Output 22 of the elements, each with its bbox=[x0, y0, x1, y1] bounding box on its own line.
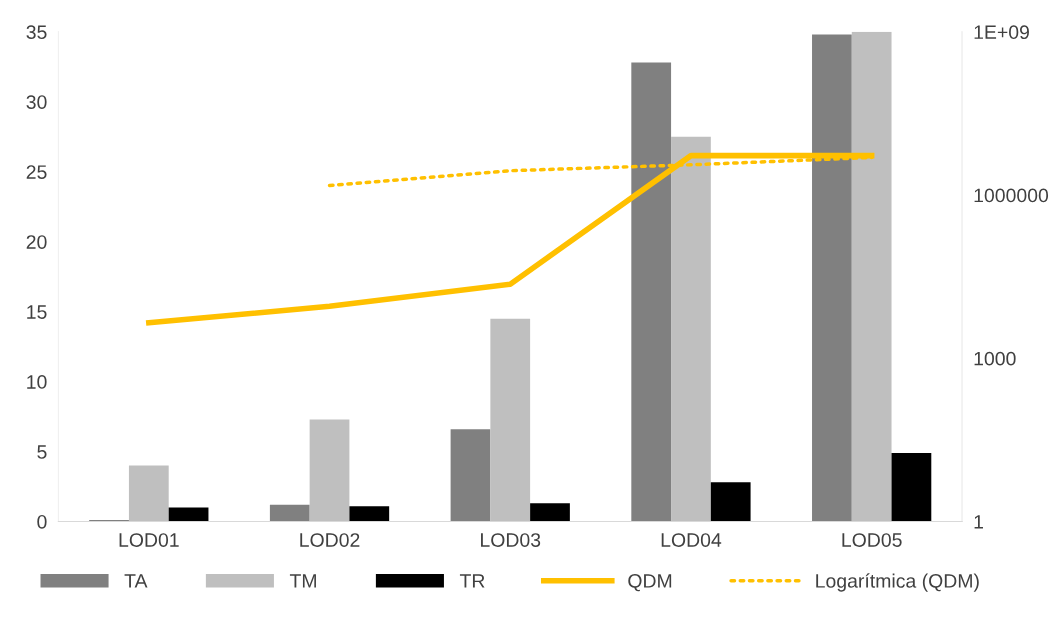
legend-label: Logarítmica (QDM) bbox=[816, 573, 979, 592]
x-tick-label: LOD01 bbox=[119, 533, 179, 547]
y2-tick-label: 1E+09 bbox=[974, 25, 1029, 40]
y-tick-label: 0 bbox=[37, 514, 47, 529]
y-tick-label: 15 bbox=[27, 305, 47, 319]
x-tick-label: LOD05 bbox=[842, 533, 902, 547]
legend-label: TM bbox=[289, 574, 316, 588]
y-tick-label: 25 bbox=[26, 165, 47, 179]
legend-label: TA bbox=[124, 574, 148, 588]
y-tick-label: 35 bbox=[26, 25, 47, 40]
y2-tick-label: 1 bbox=[974, 515, 983, 529]
legend-label: QDM bbox=[628, 574, 672, 592]
y2-tick-label: 1000 bbox=[974, 351, 1016, 366]
y-tick-label: 5 bbox=[37, 445, 47, 459]
y-tick-label: 10 bbox=[27, 375, 47, 389]
y-tick-label: 30 bbox=[26, 95, 47, 109]
x-tick-label: LOD03 bbox=[481, 533, 541, 547]
x-tick-label: LOD04 bbox=[661, 533, 722, 547]
y-tick-label: 20 bbox=[26, 235, 47, 249]
legend-label: TR bbox=[459, 574, 485, 588]
x-tick-label: LOD02 bbox=[300, 533, 360, 547]
y2-tick-label: 1000000 bbox=[974, 188, 1049, 203]
